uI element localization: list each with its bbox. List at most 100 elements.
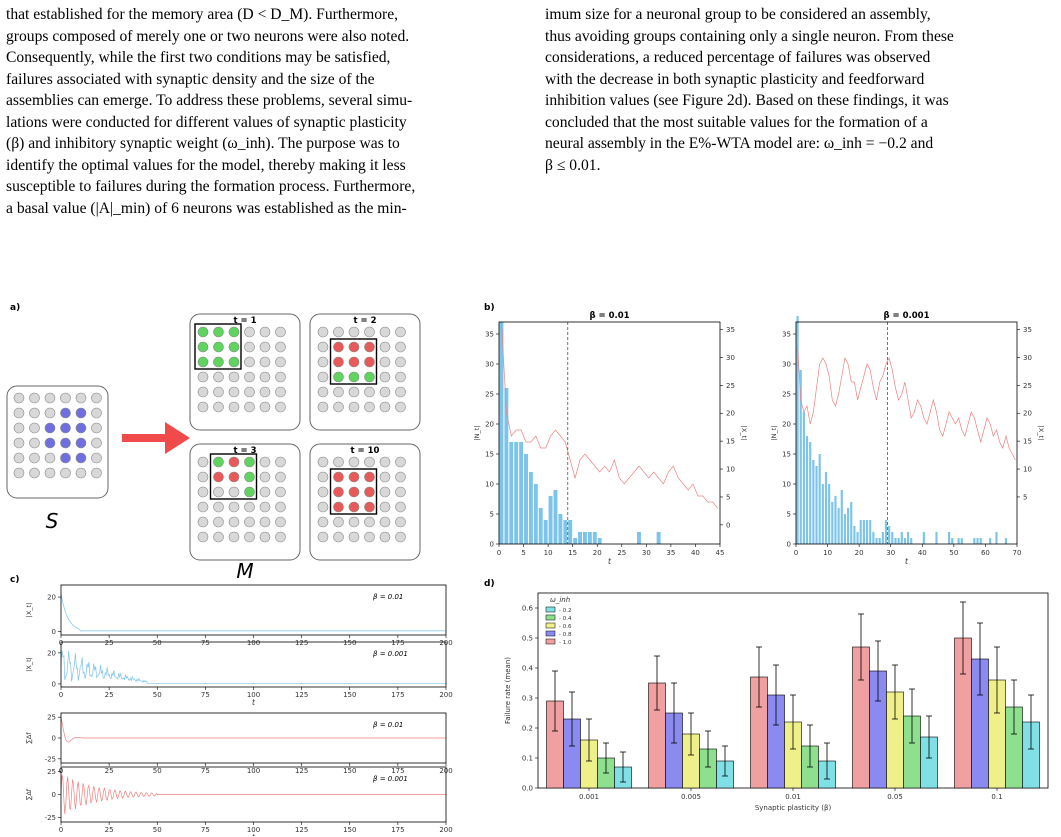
panel-label: b): [484, 303, 495, 313]
neuron: [379, 386, 391, 398]
x-tick-label: 50: [153, 691, 162, 699]
neuron: [75, 467, 87, 479]
neuron: [244, 456, 255, 468]
x-tick-label: 25: [105, 826, 114, 834]
neuron: [348, 356, 360, 368]
neuron: [364, 371, 375, 383]
y-tick-label: -25: [45, 814, 56, 822]
legend: ω_inh - 0.2 - 0.4 - 0.6 - 0.8 - 1.0: [545, 596, 572, 646]
bar: [840, 490, 843, 544]
x-tick-label: 0.01: [785, 793, 801, 801]
y-tick-label: 35: [485, 331, 494, 339]
y-axis-label: ∑Δf: [25, 788, 33, 800]
x-axis-label: t: [608, 557, 612, 566]
neuron: [333, 501, 344, 513]
neuron: [244, 501, 255, 513]
x-tick-label: 15: [568, 549, 577, 557]
neuron: [348, 386, 360, 398]
bar: [802, 412, 805, 544]
right-line: imum size for a neuronal group to be con…: [545, 6, 931, 23]
x-tick-label: 30: [886, 549, 895, 557]
y-axis-label: |X_t|: [25, 657, 33, 672]
neuron: [275, 326, 286, 338]
neuron: [75, 392, 87, 404]
neuron: [379, 371, 391, 383]
x-tick-label: 40: [918, 549, 927, 557]
bar: [897, 538, 900, 544]
neuron: [379, 341, 391, 353]
neuron: [44, 437, 56, 449]
bar: [900, 532, 903, 544]
x-tick-label: 200: [439, 691, 452, 699]
neuron: [333, 356, 344, 368]
bar: [979, 538, 982, 544]
neuron: [275, 501, 286, 513]
neuron: [244, 401, 255, 413]
y2-tick-label: 30: [1023, 354, 1032, 362]
grid-title: t = 3: [233, 446, 256, 456]
left-line: failures associated with synaptic densit…: [6, 70, 375, 88]
neuron: [228, 531, 240, 543]
x-tick-label: 25: [105, 639, 114, 647]
legend-title: ω_inh: [550, 596, 570, 604]
y-tick-label: 0.1: [522, 755, 533, 763]
y-tick-label: 10: [782, 481, 791, 489]
neuron: [259, 386, 271, 398]
neuron: [60, 437, 71, 449]
x-tick-label: 25: [105, 767, 114, 775]
neuron: [228, 341, 240, 353]
x-tick-label: 100: [247, 767, 260, 775]
legend-entry: - 0.6: [559, 624, 572, 630]
neuron: [348, 371, 360, 383]
grid-title: t = 10: [351, 446, 380, 456]
y2-axis-label: |X_t|: [1037, 426, 1045, 441]
right-line: β ≤ 0.01.: [545, 156, 601, 174]
neuron: [348, 531, 360, 543]
neuron: [333, 386, 344, 398]
y2-tick-label: 35: [1023, 326, 1032, 334]
neuron: [275, 341, 286, 353]
x-tick-label: 150: [343, 826, 356, 834]
bar: [847, 508, 850, 544]
neuron: [244, 486, 255, 498]
bar: [538, 508, 543, 544]
neuron: [213, 516, 224, 528]
neuron: [379, 456, 391, 468]
neuron: [228, 371, 240, 383]
y-tick-label: 25: [485, 391, 494, 399]
neuron: [29, 467, 40, 479]
bar: [548, 496, 553, 544]
bar: [592, 532, 597, 544]
bar: [973, 538, 976, 544]
memory-label: M: [236, 559, 253, 583]
y-axis-label: |N_t|: [473, 425, 481, 440]
neuron: [75, 422, 87, 434]
x-tick-label: 100: [247, 826, 260, 834]
neuron: [348, 326, 360, 338]
neuron: [333, 516, 344, 528]
right-line: thus avoiding groups containing only a s…: [545, 27, 954, 45]
neuron: [29, 407, 40, 419]
neuron: [317, 341, 329, 353]
y-tick-label: 0.0: [522, 785, 533, 793]
x-tick-label: 30: [642, 549, 651, 557]
x-tick-label: 45: [716, 549, 725, 557]
neuron: [13, 407, 25, 419]
y-tick-label: 0: [490, 541, 494, 549]
x-tick-label: 100: [247, 691, 260, 699]
neuron: [29, 392, 40, 404]
bar: [922, 532, 925, 544]
text-column-right: imum size for a neuronal group to be con…: [545, 4, 1055, 176]
y2-tick-label: 0: [726, 521, 730, 529]
neuron: [244, 356, 255, 368]
bar: [884, 520, 888, 544]
x-tick-label: 100: [247, 639, 260, 647]
neuron: [213, 486, 224, 498]
neuron: [333, 326, 344, 338]
neuron: [60, 407, 71, 419]
neuron: [317, 356, 329, 368]
y-tick-label: 35: [782, 331, 791, 339]
x-tick-label: 150: [343, 639, 356, 647]
bar: [907, 532, 910, 544]
x-tick-label: 75: [201, 691, 210, 699]
